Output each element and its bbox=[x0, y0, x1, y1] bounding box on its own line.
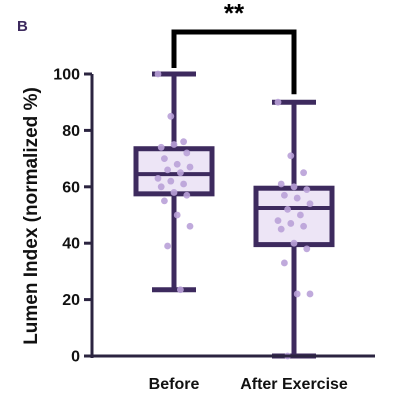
data-point-after-exercise bbox=[277, 180, 285, 188]
data-point-after-exercise bbox=[293, 194, 301, 202]
x-tick-label: Before bbox=[149, 376, 200, 393]
data-point-after-exercise bbox=[303, 186, 311, 194]
plot-area: ** 0 20 40 60 80 100 Before After Exercise bbox=[53, 0, 375, 393]
y-tick-label: 0 bbox=[71, 349, 80, 366]
significance-bracket bbox=[171, 29, 297, 95]
panel-label: B bbox=[17, 18, 28, 35]
data-point-before bbox=[161, 155, 168, 163]
data-point-before bbox=[177, 286, 184, 294]
data-point-before bbox=[167, 177, 175, 185]
y-tick-label: 20 bbox=[62, 292, 80, 309]
data-point-before bbox=[177, 169, 184, 177]
data-point-before bbox=[154, 70, 162, 78]
data-point-before bbox=[167, 112, 175, 120]
data-point-before bbox=[183, 191, 191, 199]
data-point-before bbox=[157, 143, 165, 151]
data-point-after-exercise bbox=[281, 259, 288, 267]
data-point-before bbox=[157, 183, 165, 191]
y-tick-label: 40 bbox=[62, 236, 80, 253]
x-tick-label: After Exercise bbox=[240, 376, 348, 393]
y-tick-label: 60 bbox=[62, 179, 80, 196]
data-point-after-exercise bbox=[293, 290, 301, 298]
data-point-before bbox=[186, 222, 194, 230]
data-point-after-exercise bbox=[306, 290, 314, 298]
data-point-after-exercise bbox=[290, 183, 298, 191]
data-point-after-exercise bbox=[300, 222, 307, 230]
data-point-before bbox=[170, 189, 178, 196]
data-point-after-exercise bbox=[303, 245, 311, 253]
data-point-before bbox=[164, 242, 172, 250]
data-point-after-exercise bbox=[281, 191, 288, 199]
data-point-before bbox=[154, 174, 162, 182]
data-point-after-exercise bbox=[297, 211, 304, 219]
y-tick-label: 100 bbox=[53, 67, 80, 84]
data-point-after-exercise bbox=[290, 239, 298, 247]
data-point-before bbox=[180, 180, 188, 188]
data-point-before bbox=[180, 138, 188, 146]
data-point-before bbox=[173, 211, 181, 219]
data-point-before bbox=[183, 149, 191, 157]
data-point-after-exercise bbox=[287, 152, 295, 160]
data-point-after-exercise bbox=[306, 200, 314, 208]
data-point-after-exercise bbox=[277, 225, 285, 233]
data-point-before bbox=[170, 141, 178, 148]
data-point-after-exercise bbox=[274, 217, 282, 225]
significance-label: ** bbox=[224, 0, 245, 28]
data-point-before bbox=[164, 166, 172, 174]
data-point-before bbox=[173, 160, 181, 168]
data-point-before bbox=[186, 163, 194, 171]
y-tick-label: 80 bbox=[62, 123, 80, 140]
box-after-exercise bbox=[253, 185, 335, 248]
data-point-after-exercise bbox=[287, 220, 295, 227]
data-point-before bbox=[161, 197, 168, 205]
data-point-after-exercise bbox=[284, 205, 291, 213]
data-point-after-exercise bbox=[300, 169, 307, 177]
y-axis-title: Lumen Index (normalized %) bbox=[21, 87, 42, 345]
data-point-after-exercise bbox=[274, 98, 282, 106]
box-before bbox=[133, 146, 215, 197]
